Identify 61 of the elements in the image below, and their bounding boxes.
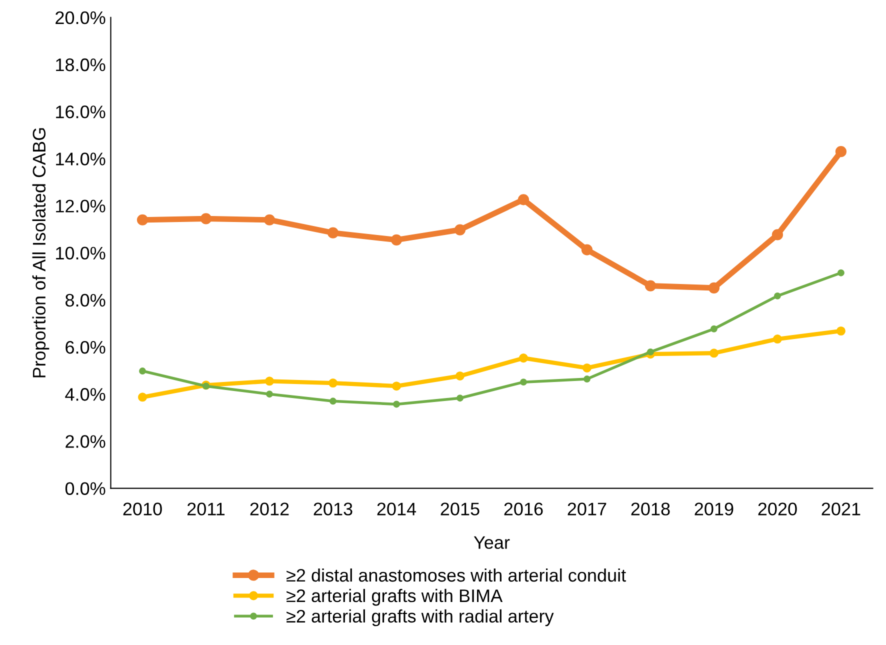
y-tick-label: 2.0% (66, 435, 106, 448)
point (772, 229, 784, 240)
point (266, 390, 273, 398)
point (644, 280, 656, 292)
point (518, 194, 530, 206)
x-tick-label: 2012 (250, 502, 289, 516)
point (518, 354, 528, 363)
x-tick-label: 2021 (822, 502, 860, 516)
point (392, 382, 401, 391)
point (264, 376, 274, 386)
point (772, 334, 782, 344)
x-tick-label: 2019 (694, 502, 734, 516)
point (774, 292, 781, 300)
x-tick-label: 2013 (314, 502, 352, 516)
y-tick-label: 4.0% (65, 388, 106, 401)
y-tick-label: 12.0% (56, 200, 106, 212)
y-tick-label: 8.0% (66, 294, 106, 307)
point (138, 392, 148, 402)
point (582, 363, 592, 372)
point (264, 214, 276, 226)
y-tick-label: 14.0% (56, 152, 106, 166)
point (390, 234, 402, 246)
x-tick-label: 2015 (440, 502, 480, 516)
x-axis-title: Year (474, 536, 510, 549)
legend-label: ≥2 arterial grafts with BIMA (286, 588, 503, 606)
point (200, 213, 212, 224)
point (708, 282, 720, 294)
x-tick-label: 2014 (377, 502, 416, 516)
y-tick-label: 20.0% (56, 11, 106, 24)
y-tick-label: 16.0% (56, 106, 106, 118)
legend-label: ≥2 distal anastomoses with arterial conduit (286, 568, 626, 582)
point (330, 398, 336, 405)
point (455, 371, 464, 380)
point (836, 326, 846, 336)
x-tick-label: 2018 (631, 502, 670, 516)
y-tick-label: 10.0% (56, 246, 106, 260)
point (584, 376, 590, 382)
point (647, 348, 654, 356)
y-tick-label: 0.0% (65, 482, 106, 495)
point (454, 224, 466, 236)
point (837, 269, 844, 276)
x-tick-label: 2020 (758, 502, 797, 516)
point (327, 227, 339, 238)
point (709, 348, 718, 358)
x-tick-label: 2010 (123, 502, 162, 516)
point (710, 325, 718, 332)
point (139, 368, 146, 374)
x-tick-label: 2017 (568, 502, 606, 516)
point (520, 378, 527, 386)
point (136, 214, 148, 226)
x-tick-label: 2016 (504, 502, 543, 516)
y-axis-title: Proportion of All Isolated CABG (32, 128, 50, 378)
y-tick-label: 6.0% (66, 340, 106, 354)
point (456, 394, 464, 402)
y-tick-label: 18.0% (56, 58, 106, 72)
point (328, 378, 338, 388)
x-tick-label: 2011 (187, 502, 225, 516)
point (835, 146, 847, 158)
point (581, 244, 593, 256)
legend-label: ≥2 arterial grafts with radial artery (286, 609, 554, 626)
point (393, 400, 400, 408)
